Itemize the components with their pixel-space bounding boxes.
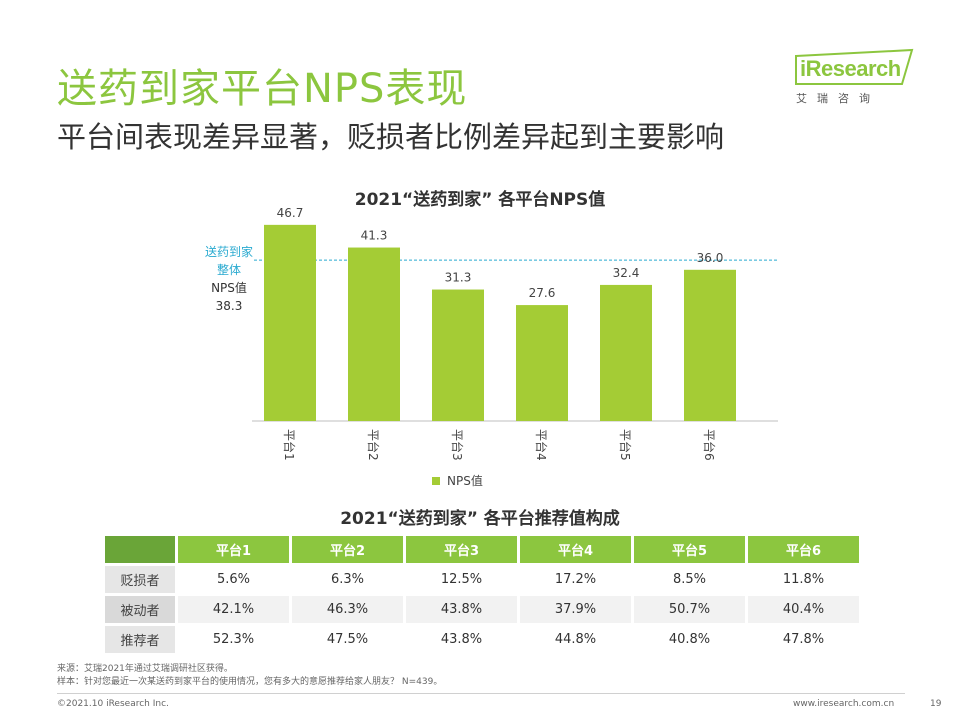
logo-bracket-shape <box>795 48 914 85</box>
page-subtitle: 平台间表现差异显著，贬损者比例差异起到主要影响 <box>57 120 725 154</box>
table-header-cell: 平台5 <box>634 536 745 563</box>
table-row: 推荐者 52.3% 47.5% 43.8% 44.8% 40.8% 47.8% <box>105 626 859 653</box>
table-cell: 6.3% <box>330 572 365 587</box>
bar-4 <box>516 305 568 421</box>
nps-bar-chart: 46.7 平台1 41.3 平台2 31.3 平台3 27.6 平台4 32.4 平台5 36.0 平… <box>252 206 778 461</box>
table-header-cell: 平台4 <box>520 536 631 563</box>
row-label: 被动者 <box>105 596 175 623</box>
bar-value-label: 31.3 <box>445 271 472 285</box>
bar-value-label: 46.7 <box>277 206 304 220</box>
table-cell: 43.8% <box>406 596 517 623</box>
logo-brand-text: iResearch <box>800 56 901 81</box>
chart-title: 2021“送药到家” 各平台NPS值 <box>354 190 606 210</box>
table-row: 被动者 42.1% 46.3% 43.8% 37.9% 50.7% 40.4% <box>105 596 859 623</box>
page-title: 送药到家平台NPS表现 <box>57 66 468 112</box>
row-label: 贬损者 <box>105 566 175 593</box>
x-tick-label: 平台2 <box>366 429 381 461</box>
iresearch-logo: iResearch 艾瑞咨询 <box>792 48 922 110</box>
table-corner-cell <box>105 536 175 563</box>
table-cell: 17.2% <box>554 572 597 587</box>
table-header-row: 平台1 平台2 平台3 平台4 平台5 平台6 <box>105 536 859 563</box>
source-note: 来源：艾瑞2021年通过艾瑞调研社区获得。 <box>57 664 233 674</box>
logo-cn-text: 艾瑞咨询 <box>796 92 880 105</box>
table-header-cell: 平台1 <box>178 536 289 563</box>
row-label: 推荐者 <box>105 626 175 653</box>
table-header-cell: 平台3 <box>406 536 517 563</box>
overall-label-line3: NPS值 <box>211 281 247 295</box>
legend-label: NPS值 <box>447 474 483 488</box>
table-cell: 5.6% <box>216 572 251 587</box>
x-tick-label: 平台1 <box>282 429 297 461</box>
bar-value-label: 36.0 <box>697 251 724 265</box>
table-title: 2021“送药到家” 各平台推荐值构成 <box>340 509 620 529</box>
table-cell: 52.3% <box>212 632 255 647</box>
x-tick-label: 平台5 <box>618 429 633 461</box>
table-cell: 8.5% <box>672 572 707 587</box>
bar-3 <box>432 289 484 421</box>
table-cell: 44.8% <box>554 632 597 647</box>
bar-6 <box>684 269 736 421</box>
x-tick-label: 平台4 <box>534 429 549 461</box>
bar-value-label: 41.3 <box>361 229 388 243</box>
table-cell: 50.7% <box>634 596 745 623</box>
table-header-cell: 平台2 <box>292 536 403 563</box>
bar-5 <box>600 284 652 421</box>
page-number: 19 <box>930 699 942 709</box>
table-row: 贬损者 5.6% 6.3% 12.5% 17.2% 8.5% 11.8% <box>105 566 859 593</box>
table-cell: 37.9% <box>520 596 631 623</box>
composition-table: 平台1 平台2 平台3 平台4 平台5 平台6 贬损者 5.6% 6.3% 12… <box>102 533 862 656</box>
table-cell: 11.8% <box>782 572 825 587</box>
bar-value-label: 32.4 <box>613 266 640 280</box>
table-cell: 47.8% <box>782 632 825 647</box>
table-header-cell: 平台6 <box>748 536 859 563</box>
copyright: ©2021.10 iResearch Inc. <box>57 699 169 709</box>
x-tick-label: 平台3 <box>450 429 465 461</box>
overall-nps-annotation: 送药到家 整体 NPS值 38.3 <box>196 243 262 315</box>
sample-note: 样本：针对您最近一次某送药到家平台的使用情况，您有多大的意愿推荐给家人朋友？ N… <box>57 677 443 687</box>
table-cell: 47.5% <box>326 632 369 647</box>
table-cell: 43.8% <box>440 632 483 647</box>
table-cell: 12.5% <box>440 572 483 587</box>
footnotes: 来源：艾瑞2021年通过艾瑞调研社区获得。 样本：针对您最近一次某送药到家平台的… <box>57 663 442 689</box>
x-tick-label: 平台6 <box>702 429 717 461</box>
website-url: www.iresearch.com.cn <box>793 699 895 709</box>
overall-value: 38.3 <box>215 299 243 313</box>
table-cell: 46.3% <box>292 596 403 623</box>
table-cell: 40.4% <box>748 596 859 623</box>
legend-swatch <box>432 476 440 485</box>
footer-divider <box>57 693 905 694</box>
overall-label-line2: 整体 <box>216 263 241 277</box>
bar-value-label: 27.6 <box>529 286 556 300</box>
chart-legend: NPS值 <box>432 472 483 489</box>
overall-label-line1: 送药到家 <box>204 245 253 259</box>
table-cell: 42.1% <box>178 596 289 623</box>
bar-2 <box>348 247 400 421</box>
bar-1 <box>264 224 316 421</box>
table-cell: 40.8% <box>668 632 711 647</box>
